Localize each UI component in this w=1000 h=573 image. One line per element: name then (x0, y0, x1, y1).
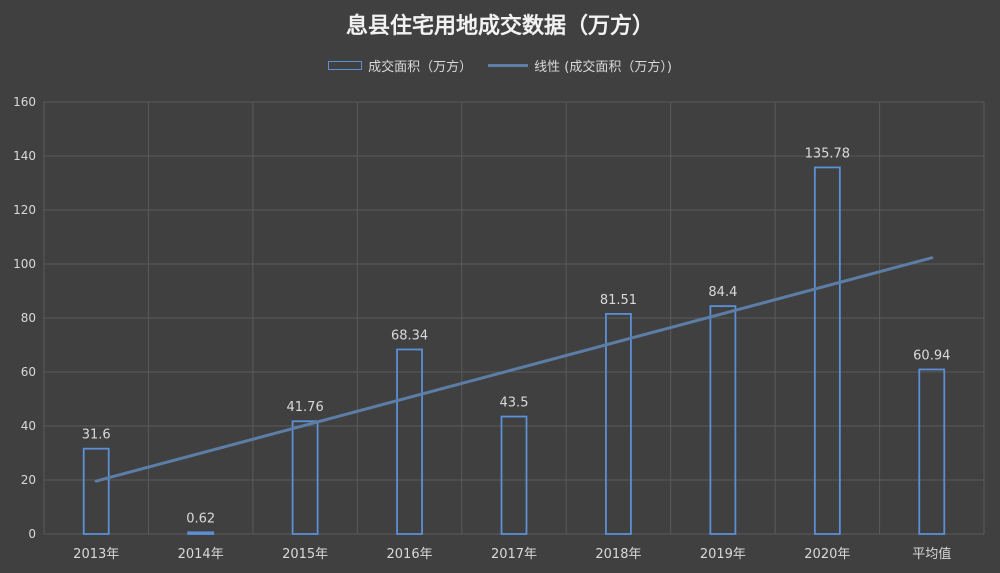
y-tick-label: 40 (21, 419, 36, 433)
x-tick-label: 平均值 (912, 546, 951, 562)
y-tick-label: 80 (21, 311, 36, 325)
bar (605, 313, 632, 535)
y-tick-label: 160 (13, 95, 36, 109)
x-tick-label: 2018年 (595, 547, 641, 562)
x-tick-label: 2016年 (387, 547, 433, 562)
legend: 成交面积（万方） 线性 (成交面积（万方）) (0, 56, 1000, 75)
data-label: 43.5 (500, 396, 529, 411)
y-tick-label: 120 (13, 203, 36, 217)
legend-label-bars: 成交面积（万方） (368, 60, 473, 75)
chart-title: 息县住宅用地成交数据（万方） (345, 14, 654, 39)
data-label: 31.6 (82, 428, 111, 443)
data-label: 68.34 (391, 328, 428, 343)
y-tick-label: 60 (21, 365, 36, 379)
x-tick-label: 2020年 (804, 547, 850, 562)
x-tick-label: 2017年 (491, 547, 537, 562)
trendline (94, 256, 934, 483)
data-label: 60.94 (913, 348, 950, 363)
x-tick-label: 2015年 (282, 547, 328, 562)
legend-bar-swatch (328, 61, 363, 70)
y-tick-label: 0 (28, 527, 36, 541)
data-label: 81.51 (600, 293, 637, 308)
bar (291, 420, 319, 535)
x-tick-label: 2013年 (73, 547, 119, 562)
legend-label-trendline: 线性 (成交面积（万方）) (534, 60, 672, 75)
y-tick-label: 20 (21, 473, 36, 487)
data-label: 84.4 (708, 285, 737, 300)
y-tick-label: 140 (13, 149, 36, 163)
bar (500, 415, 528, 535)
data-label: 41.76 (287, 400, 324, 415)
bar (813, 166, 841, 535)
x-tick-label: 2014年 (178, 547, 224, 562)
legend-line-swatch (488, 64, 529, 67)
bar (82, 447, 110, 535)
legend-item-bars: 成交面积（万方） (328, 56, 472, 75)
legend-item-trendline: 线性 (成交面积（万方）) (488, 56, 672, 75)
data-label: 0.62 (186, 511, 215, 526)
bar (396, 348, 423, 535)
x-tick-label: 2019年 (700, 547, 746, 562)
data-label: 135.78 (805, 146, 851, 161)
bar (918, 368, 946, 535)
bar (709, 305, 737, 535)
y-tick-label: 100 (13, 257, 36, 271)
bar (187, 531, 215, 535)
